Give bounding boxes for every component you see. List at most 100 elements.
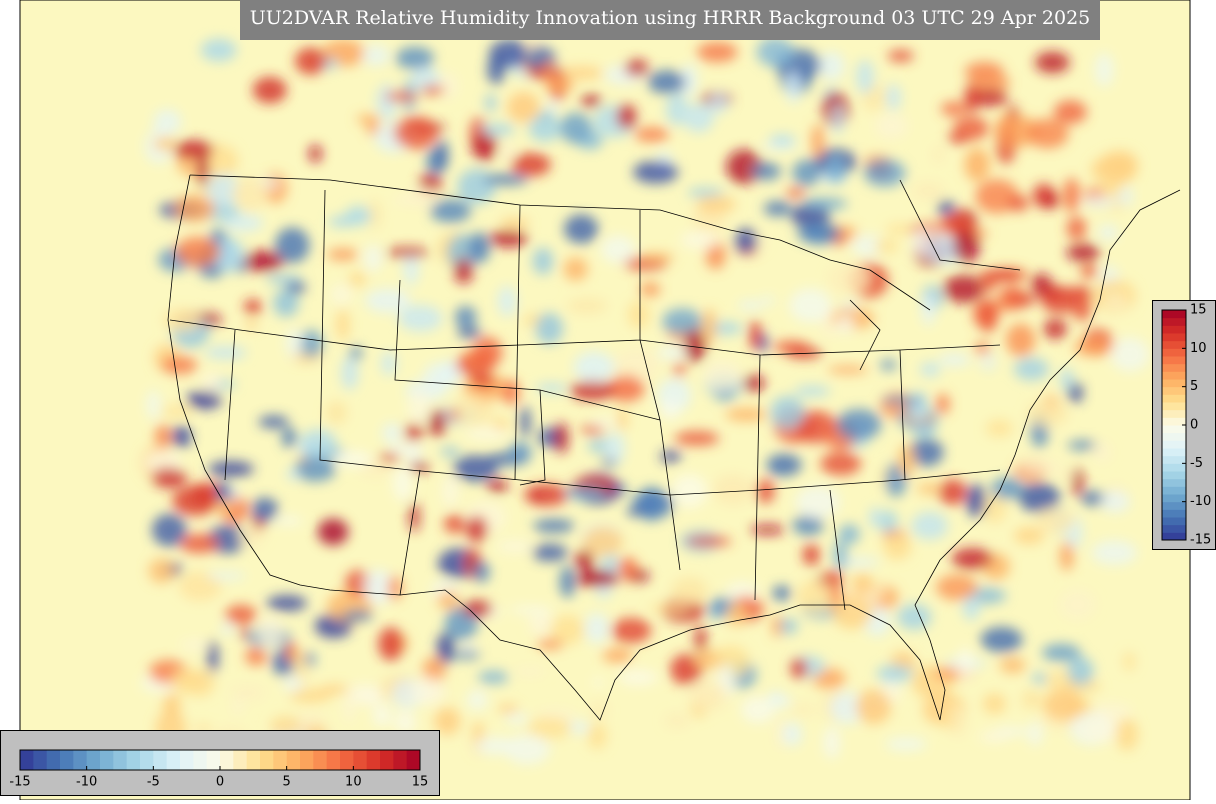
humidity-blob bbox=[196, 154, 209, 187]
humidity-blob bbox=[794, 385, 831, 397]
humidity-blob bbox=[286, 468, 301, 481]
humidity-blob bbox=[486, 479, 509, 493]
humidity-blob bbox=[660, 399, 681, 420]
humidity-blob bbox=[802, 197, 848, 210]
humidity-blob bbox=[471, 131, 498, 162]
humidity-blob bbox=[272, 516, 304, 526]
humidity-blob bbox=[1110, 337, 1150, 372]
humidity-blob bbox=[1019, 459, 1060, 475]
humidity-blob bbox=[1077, 717, 1123, 743]
humidity-blob bbox=[823, 726, 841, 759]
humidity-blob bbox=[542, 58, 554, 86]
humidity-blob bbox=[578, 569, 617, 587]
humidity-blob bbox=[151, 513, 187, 547]
humidity-blob bbox=[580, 94, 602, 108]
humidity-blob bbox=[911, 511, 948, 540]
humidity-blob bbox=[285, 328, 303, 359]
humidity-blob bbox=[1082, 195, 1119, 208]
humidity-blob bbox=[161, 356, 198, 375]
humidity-blob bbox=[266, 595, 308, 612]
boundaries bbox=[167, 174, 1181, 721]
humidity-blob bbox=[573, 351, 615, 383]
humidity-blob bbox=[985, 419, 1013, 438]
humidity-blob bbox=[151, 467, 187, 489]
humidity-blob bbox=[885, 737, 928, 751]
state-borders bbox=[169, 174, 1001, 611]
humidity-blob bbox=[495, 539, 534, 554]
humidity-blob bbox=[327, 248, 359, 261]
humidity-blob bbox=[1080, 264, 1098, 279]
colorbar-segment bbox=[1162, 379, 1186, 388]
humidity-blob bbox=[172, 486, 218, 516]
colorbar-segment bbox=[1162, 532, 1186, 541]
humidity-blob bbox=[294, 712, 326, 727]
colorbar-segment bbox=[406, 750, 421, 770]
colorbar-tick-label: -15 bbox=[1190, 533, 1211, 548]
humidity-blob bbox=[587, 723, 608, 750]
humidity-blob bbox=[838, 524, 860, 545]
humidity-blob bbox=[342, 609, 373, 622]
colorbar-tick-label: -15 bbox=[9, 775, 30, 790]
humidity-blob bbox=[560, 66, 604, 80]
humidity-blob bbox=[148, 558, 175, 584]
humidity-blob bbox=[671, 473, 708, 509]
colorbar-segment bbox=[1162, 386, 1186, 395]
humidity-blob bbox=[531, 543, 568, 562]
colorbar-segment bbox=[366, 750, 381, 770]
humidity-blob bbox=[497, 285, 517, 317]
humidity-blob bbox=[368, 200, 381, 229]
colorbar-segment bbox=[1162, 494, 1186, 503]
humidity-blob bbox=[1098, 224, 1118, 241]
humidity-blob bbox=[398, 304, 443, 332]
humidity-blob bbox=[336, 308, 350, 341]
humidity-blob bbox=[617, 668, 659, 686]
humidity-blob bbox=[508, 605, 553, 614]
colorbar-segment bbox=[1162, 463, 1186, 472]
humidity-blob bbox=[146, 389, 161, 420]
humidity-blob bbox=[294, 47, 327, 75]
humidity-blob bbox=[404, 423, 424, 442]
humidity-blob bbox=[851, 234, 886, 258]
humidity-blob bbox=[403, 251, 420, 286]
humidity-blob bbox=[964, 83, 979, 114]
humidity-blob bbox=[933, 146, 945, 164]
humidity-blob bbox=[325, 401, 348, 425]
humidity-blob bbox=[869, 507, 883, 528]
humidity-blob bbox=[559, 565, 576, 598]
humidity-blob bbox=[876, 664, 913, 683]
humidity-blob bbox=[701, 308, 717, 345]
humidity-blob bbox=[751, 162, 781, 181]
humidity-blob bbox=[532, 247, 554, 275]
humidity-blob bbox=[1091, 540, 1138, 566]
humidity-blob bbox=[155, 423, 172, 452]
humidity-blob bbox=[289, 688, 332, 703]
humidity-blob bbox=[940, 101, 967, 117]
humidity-blob bbox=[820, 451, 862, 476]
humidity-blob bbox=[550, 615, 585, 645]
humidity-blob bbox=[634, 127, 669, 142]
humidity-blob bbox=[1042, 689, 1085, 721]
humidity-blob bbox=[824, 570, 843, 585]
humidity-blob bbox=[885, 223, 914, 236]
humidity-blob bbox=[874, 239, 899, 254]
humidity-blob bbox=[725, 408, 768, 422]
humidity-blob bbox=[995, 297, 1011, 312]
humidity-blob bbox=[510, 152, 551, 177]
humidity-blob bbox=[535, 312, 564, 345]
humidity-blob bbox=[258, 415, 289, 429]
humidity-blob bbox=[897, 603, 932, 631]
humidity-blob bbox=[833, 540, 848, 571]
humidity-blob bbox=[1118, 186, 1133, 207]
colorbar-segment bbox=[246, 750, 261, 770]
humidity-blob bbox=[883, 533, 912, 560]
humidity-blob bbox=[1072, 467, 1084, 497]
colorbar-segment bbox=[260, 750, 274, 770]
humidity-blob bbox=[273, 289, 299, 318]
humidity-blob bbox=[818, 51, 845, 81]
colorbar-segment bbox=[1162, 348, 1186, 357]
humidity-blob bbox=[624, 59, 649, 77]
colorbar-segment bbox=[126, 750, 141, 770]
humidity-blob bbox=[947, 133, 970, 144]
humidity-blob bbox=[786, 347, 823, 359]
colorbar-segment bbox=[1162, 501, 1186, 510]
